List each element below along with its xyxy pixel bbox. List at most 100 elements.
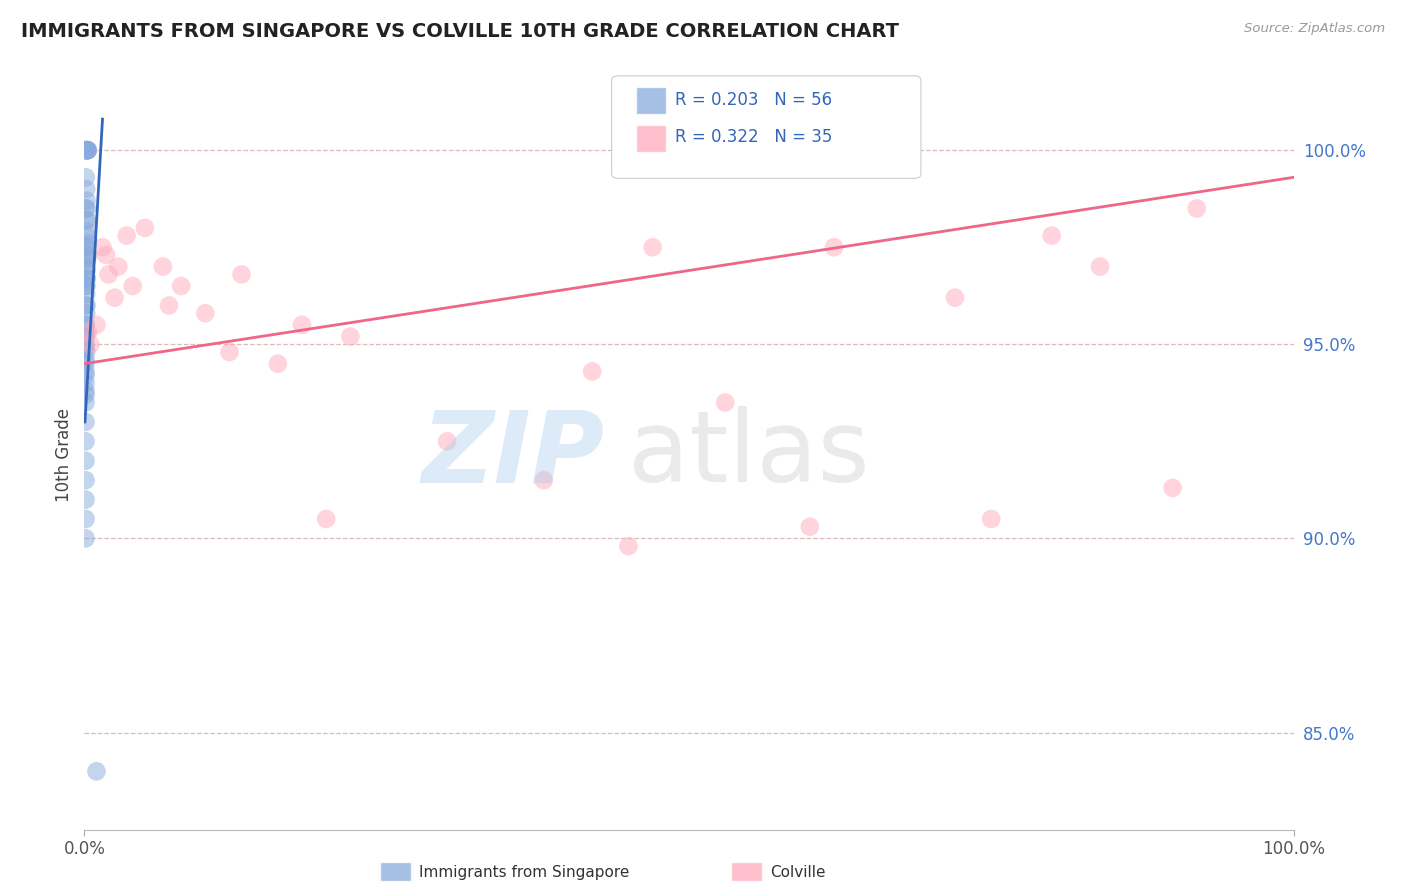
Point bbox=[75, 271, 97, 285]
Point bbox=[134, 220, 156, 235]
Point bbox=[170, 279, 193, 293]
Point bbox=[581, 364, 603, 378]
Point bbox=[1161, 481, 1184, 495]
Point bbox=[77, 326, 100, 340]
Point bbox=[76, 213, 98, 227]
Point bbox=[75, 182, 97, 196]
Point bbox=[157, 298, 180, 312]
Point bbox=[714, 395, 737, 409]
Point bbox=[75, 260, 97, 274]
Point bbox=[86, 318, 108, 332]
Point bbox=[152, 260, 174, 274]
Point bbox=[315, 512, 337, 526]
Point bbox=[75, 143, 97, 157]
Point bbox=[194, 306, 217, 320]
Point bbox=[76, 143, 98, 157]
Point bbox=[115, 228, 138, 243]
Point bbox=[75, 240, 97, 254]
Text: ZIP: ZIP bbox=[422, 407, 605, 503]
Point bbox=[75, 512, 97, 526]
Text: R = 0.203   N = 56: R = 0.203 N = 56 bbox=[675, 91, 832, 109]
Point bbox=[76, 143, 98, 157]
Point bbox=[617, 539, 640, 553]
Point bbox=[75, 143, 97, 157]
Point bbox=[1185, 202, 1208, 216]
Point bbox=[121, 279, 143, 293]
Point bbox=[75, 364, 97, 378]
Point bbox=[75, 345, 97, 359]
Y-axis label: 10th Grade: 10th Grade bbox=[55, 408, 73, 502]
Point bbox=[86, 764, 108, 779]
Point bbox=[75, 415, 97, 429]
Point bbox=[943, 291, 966, 305]
Point bbox=[75, 454, 97, 468]
Point bbox=[76, 194, 98, 208]
Point bbox=[75, 473, 97, 487]
Point bbox=[75, 202, 97, 216]
Point bbox=[76, 252, 98, 266]
Point bbox=[75, 384, 97, 398]
Point bbox=[75, 286, 97, 301]
Point bbox=[75, 279, 97, 293]
Point bbox=[104, 291, 127, 305]
Point bbox=[76, 236, 98, 251]
Point bbox=[218, 345, 240, 359]
Point bbox=[823, 240, 845, 254]
Point bbox=[75, 170, 97, 185]
Text: Source: ZipAtlas.com: Source: ZipAtlas.com bbox=[1244, 22, 1385, 36]
Point bbox=[799, 520, 821, 534]
Point bbox=[641, 240, 664, 254]
Point bbox=[339, 329, 361, 343]
Point bbox=[76, 263, 98, 277]
Point bbox=[75, 357, 97, 371]
Point bbox=[76, 225, 98, 239]
Point bbox=[76, 143, 98, 157]
Point bbox=[94, 248, 117, 262]
Point bbox=[75, 318, 97, 332]
Point bbox=[75, 376, 97, 390]
Point bbox=[75, 298, 97, 312]
Point bbox=[75, 337, 97, 351]
Text: Colville: Colville bbox=[770, 865, 825, 880]
Point bbox=[980, 512, 1002, 526]
Point bbox=[75, 434, 97, 449]
Point bbox=[76, 143, 98, 157]
Point bbox=[76, 240, 98, 254]
Point bbox=[75, 213, 97, 227]
Text: R = 0.322   N = 35: R = 0.322 N = 35 bbox=[675, 128, 832, 146]
Point bbox=[75, 341, 97, 355]
Point bbox=[75, 532, 97, 546]
Point bbox=[76, 298, 98, 312]
Text: atlas: atlas bbox=[628, 407, 870, 503]
Text: Immigrants from Singapore: Immigrants from Singapore bbox=[419, 865, 630, 880]
Point bbox=[76, 279, 98, 293]
Point bbox=[97, 268, 120, 282]
Point bbox=[75, 368, 97, 383]
Point bbox=[75, 326, 97, 340]
Point bbox=[76, 202, 98, 216]
Point bbox=[75, 388, 97, 402]
Point bbox=[75, 492, 97, 507]
Text: IMMIGRANTS FROM SINGAPORE VS COLVILLE 10TH GRADE CORRELATION CHART: IMMIGRANTS FROM SINGAPORE VS COLVILLE 10… bbox=[21, 22, 898, 41]
Point bbox=[75, 318, 97, 332]
Point bbox=[76, 143, 98, 157]
Point bbox=[267, 357, 290, 371]
Point bbox=[1040, 228, 1063, 243]
Point bbox=[533, 473, 555, 487]
Point bbox=[291, 318, 314, 332]
Point bbox=[75, 306, 97, 320]
Point bbox=[77, 248, 100, 262]
Point bbox=[75, 352, 97, 367]
Point bbox=[76, 271, 98, 285]
Point bbox=[436, 434, 458, 449]
Point bbox=[1088, 260, 1111, 274]
Point bbox=[76, 228, 98, 243]
Point bbox=[75, 329, 97, 343]
Point bbox=[107, 260, 129, 274]
Point bbox=[91, 240, 114, 254]
Point bbox=[75, 395, 97, 409]
Point bbox=[231, 268, 253, 282]
Point bbox=[75, 252, 97, 266]
Point bbox=[79, 337, 101, 351]
Point bbox=[77, 143, 100, 157]
